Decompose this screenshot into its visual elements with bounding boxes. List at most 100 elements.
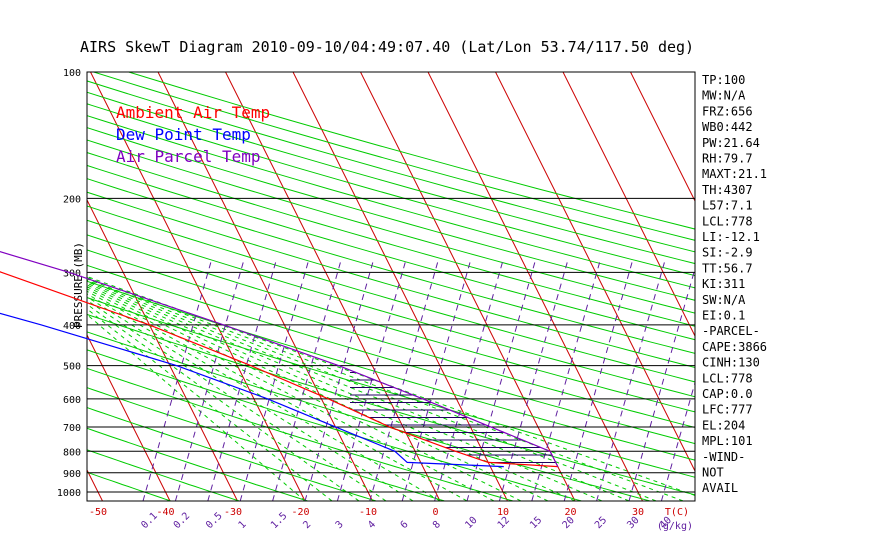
index-value: L57:7.1 bbox=[702, 199, 753, 213]
mixing-ratio-label: 10 bbox=[463, 515, 479, 531]
bottom-temp-tick-label: 0 bbox=[432, 507, 438, 518]
index-value: -WIND- bbox=[702, 450, 745, 464]
moist-adiabat-line bbox=[87, 290, 468, 501]
index-value: CINH:130 bbox=[702, 356, 760, 370]
dry-adiabat-line bbox=[87, 313, 695, 496]
index-value: TT:56.7 bbox=[702, 261, 753, 275]
dry-adiabat-line bbox=[87, 178, 695, 354]
dry-adiabat-line bbox=[87, 280, 695, 461]
index-value: LCL:778 bbox=[702, 371, 753, 385]
mixing-ratio-line bbox=[563, 259, 634, 501]
mixing-ratio-label: 25 bbox=[593, 515, 609, 531]
moist-adiabat-line bbox=[87, 282, 576, 501]
mixing-ratio-label: 15 bbox=[528, 515, 544, 531]
index-value: EL:204 bbox=[702, 418, 745, 432]
moist-adiabat-line bbox=[87, 293, 441, 501]
mixing-ratio-label: 0.5 bbox=[204, 511, 225, 532]
pressure-tick-label: 800 bbox=[63, 447, 81, 458]
parcel-temp-line bbox=[0, 251, 559, 467]
ambient-temp-line bbox=[0, 271, 558, 468]
isotherm-line bbox=[427, 72, 643, 501]
moist-adiabat-line bbox=[87, 299, 387, 501]
mixing-ratio-line bbox=[401, 259, 472, 501]
plot-frame bbox=[86, 71, 696, 502]
dry-adiabat-line bbox=[87, 205, 695, 383]
index-value: MW:N/A bbox=[702, 89, 746, 103]
bottom-temp-tick-label: 10 bbox=[497, 507, 509, 518]
isotherm-line bbox=[495, 72, 695, 473]
mixing-ratio-label: 6 bbox=[399, 519, 411, 531]
y-axis-label: PRESSURE (MB) bbox=[72, 242, 85, 328]
index-value: SW:N/A bbox=[702, 293, 746, 307]
pressure-tick-label: 1000 bbox=[57, 488, 81, 499]
moist-adiabat-line bbox=[87, 284, 549, 501]
index-value: AVAIL bbox=[702, 481, 738, 495]
moist-adiabat-line bbox=[87, 279, 630, 501]
dew-point-line bbox=[0, 312, 504, 468]
dry-adiabat-line bbox=[87, 91, 695, 265]
dry-adiabat-line bbox=[87, 80, 695, 253]
index-value: CAP:0.0 bbox=[702, 387, 753, 401]
dry-adiabat-line bbox=[87, 349, 582, 501]
mixing-ratio-label: 1 bbox=[237, 519, 249, 531]
mixing-ratio-line bbox=[369, 259, 439, 501]
moist-adiabat-line bbox=[87, 308, 333, 501]
dry-adiabat-line bbox=[87, 191, 695, 369]
mixing-ratio-unit: (g/kg) bbox=[657, 521, 693, 532]
mixing-ratio-line bbox=[304, 259, 374, 501]
dry-adiabat-line bbox=[87, 127, 695, 301]
mixing-ratio-line bbox=[498, 259, 569, 501]
dry-adiabat-line bbox=[87, 152, 695, 327]
legend-entry: Dew Point Temp bbox=[116, 125, 251, 144]
isotherm-line bbox=[87, 198, 238, 501]
dry-adiabat-line bbox=[87, 164, 695, 341]
pressure-tick-label: 600 bbox=[63, 395, 81, 406]
bottom-temp-tick-label: 20 bbox=[564, 507, 576, 518]
isotherm-line bbox=[90, 72, 306, 501]
bottom-temp-tick-label: -20 bbox=[291, 507, 309, 518]
pressure-tick-label: 100 bbox=[63, 68, 81, 79]
index-value: LI:-12.1 bbox=[702, 230, 760, 244]
index-value: -PARCEL- bbox=[702, 324, 760, 338]
mixing-ratio-line bbox=[174, 259, 245, 501]
dry-adiabat-line bbox=[87, 387, 445, 501]
moist-adiabat-line bbox=[87, 281, 603, 501]
moist-adiabat-line bbox=[87, 286, 522, 501]
index-value: FRZ:656 bbox=[702, 104, 753, 118]
mixing-ratio-label: 1.5 bbox=[269, 511, 290, 532]
bottom-temp-tick-label: -40 bbox=[156, 507, 174, 518]
dry-adiabat-line bbox=[87, 249, 695, 429]
moist-adiabat-line bbox=[87, 288, 495, 501]
isotherm-line bbox=[225, 72, 441, 501]
index-value: MAXT:21.1 bbox=[702, 167, 767, 181]
moist-adiabat-line bbox=[87, 277, 684, 501]
mixing-ratio-line bbox=[531, 259, 601, 501]
index-value: PW:21.64 bbox=[702, 136, 760, 150]
moist-adiabat-line bbox=[87, 278, 657, 501]
bottom-temp-tick-label: 30 bbox=[632, 507, 644, 518]
mixing-ratio-label: 0.2 bbox=[172, 511, 193, 532]
bottom-axis-unit: T(C) bbox=[665, 507, 689, 518]
mixing-ratio-line bbox=[466, 259, 536, 501]
isotherm-line bbox=[0, 72, 35, 501]
isotherm-line bbox=[87, 333, 171, 501]
bottom-temp-tick-label: -30 bbox=[224, 507, 242, 518]
mixing-ratio-label: 2 bbox=[301, 519, 313, 531]
mixing-ratio-line bbox=[596, 259, 666, 501]
index-value: CAPE:3866 bbox=[702, 340, 767, 354]
mixing-ratio-line bbox=[207, 259, 277, 501]
mixing-ratio-line bbox=[434, 259, 504, 501]
index-value: EI:0.1 bbox=[702, 309, 745, 323]
pressure-tick-label: 700 bbox=[63, 423, 81, 434]
pressure-tick-label: 900 bbox=[63, 469, 81, 480]
index-value: LFC:777 bbox=[702, 403, 753, 417]
moist-adiabat-line bbox=[87, 313, 306, 501]
bottom-temp-tick-label: -50 bbox=[89, 507, 107, 518]
moist-adiabat-line bbox=[87, 296, 414, 501]
legend-entry: Ambient Air Temp bbox=[116, 103, 270, 122]
dry-adiabat-line bbox=[87, 331, 650, 501]
dry-adiabat-line bbox=[87, 103, 695, 277]
index-value: KI:311 bbox=[702, 277, 745, 291]
index-value: SI:-2.9 bbox=[702, 246, 753, 260]
mixing-ratio-line bbox=[142, 259, 212, 501]
